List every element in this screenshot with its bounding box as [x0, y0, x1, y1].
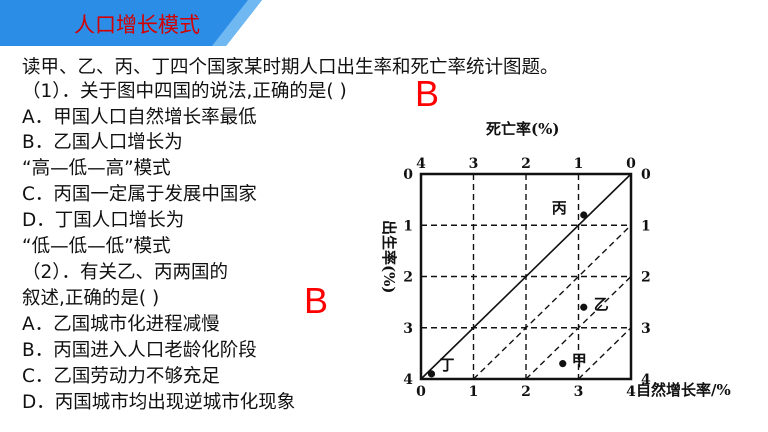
- q1-option-c: C．丙国一定属于发展中国家: [22, 184, 257, 205]
- growth-diagonals: [420, 173, 632, 380]
- bottom-tick-label: 0: [416, 384, 426, 400]
- diagonal-growth-line: [473, 224, 632, 380]
- bottom-tick-label: 1: [469, 384, 479, 400]
- country-point-label: 甲: [572, 352, 587, 370]
- right-tick-label: 1: [641, 218, 651, 234]
- diagonal-zero-growth: [420, 173, 632, 380]
- question-intro: 读甲、乙、丙、丁四个国家某时期人口出生率和死亡率统计图题。: [22, 57, 559, 78]
- q2-stem-line1: （2）．有关乙、丙两国的: [22, 262, 229, 283]
- right-tick-label: 2: [641, 270, 651, 286]
- left-tick-label: 3: [403, 321, 413, 337]
- q2-option-d: D．丙国城市均出现逆城市化现象: [22, 392, 296, 413]
- q2-option-a: A．乙国城市化进程减慢: [22, 314, 220, 335]
- q1-stem: （1）．关于图中四国的说法,正确的是( ): [22, 81, 347, 102]
- q2-answer: B: [304, 280, 329, 321]
- top-tick-label: 0: [626, 156, 636, 172]
- country-point-marker: [559, 360, 567, 368]
- country-point-marker: [427, 370, 436, 378]
- q1-option-a: A．甲国人口自然增长率最低: [22, 107, 257, 128]
- top-tick-label: 1: [574, 156, 584, 172]
- page-title: 人口增长模式: [74, 13, 200, 37]
- q2-option-b: B．丙国进入人口老龄化阶段: [22, 340, 257, 361]
- diagonal-growth-line: [525, 275, 632, 380]
- top-axis-label: 死亡率(%): [486, 120, 559, 138]
- q2-option-c: C．乙国劳动力不够充足: [22, 366, 220, 387]
- country-point-label: 丙: [552, 199, 567, 217]
- q1-option-b-cont: “高—低—高”模式: [22, 158, 171, 179]
- right-axis-label: 自然增长率/%: [636, 381, 731, 399]
- left-tick-label: 4: [403, 372, 413, 388]
- q1-option-d: D．丁国人口增长为: [22, 210, 185, 231]
- q1-option-d-cont: “低—低—低”模式: [22, 236, 171, 257]
- top-tick-label: 2: [521, 156, 531, 172]
- bottom-tick-label: 3: [574, 384, 584, 400]
- top-tick-label: 4: [416, 156, 426, 172]
- q1-answer: B: [415, 73, 440, 114]
- country-points: 丙乙甲 丁: [427, 199, 609, 378]
- right-tick-label: 0: [641, 167, 651, 183]
- left-tick-label: 2: [403, 270, 413, 286]
- country-point-marker: [580, 303, 588, 311]
- left-tick-label: 1: [403, 218, 413, 234]
- left-axis-label: 出生率(%): [380, 220, 398, 293]
- country-point-label: 乙: [594, 295, 609, 313]
- q2-stem-line2: 叙述,正确的是( ): [22, 288, 160, 309]
- title-banner: [0, 0, 262, 46]
- right-tick-label: 3: [641, 321, 651, 337]
- country-point-marker: [580, 211, 588, 219]
- bottom-tick-label: 2: [521, 384, 531, 400]
- q1-option-b: B．乙国人口增长为: [22, 132, 183, 153]
- left-tick-label: 0: [403, 167, 413, 183]
- top-tick-label: 3: [469, 156, 479, 172]
- country-point-label: 丁: [440, 356, 455, 374]
- plot-frame: [419, 172, 633, 381]
- bottom-tick-label: 4: [626, 384, 636, 400]
- right-tick-label: 4: [641, 372, 651, 388]
- diagonal-growth-line: [578, 327, 632, 380]
